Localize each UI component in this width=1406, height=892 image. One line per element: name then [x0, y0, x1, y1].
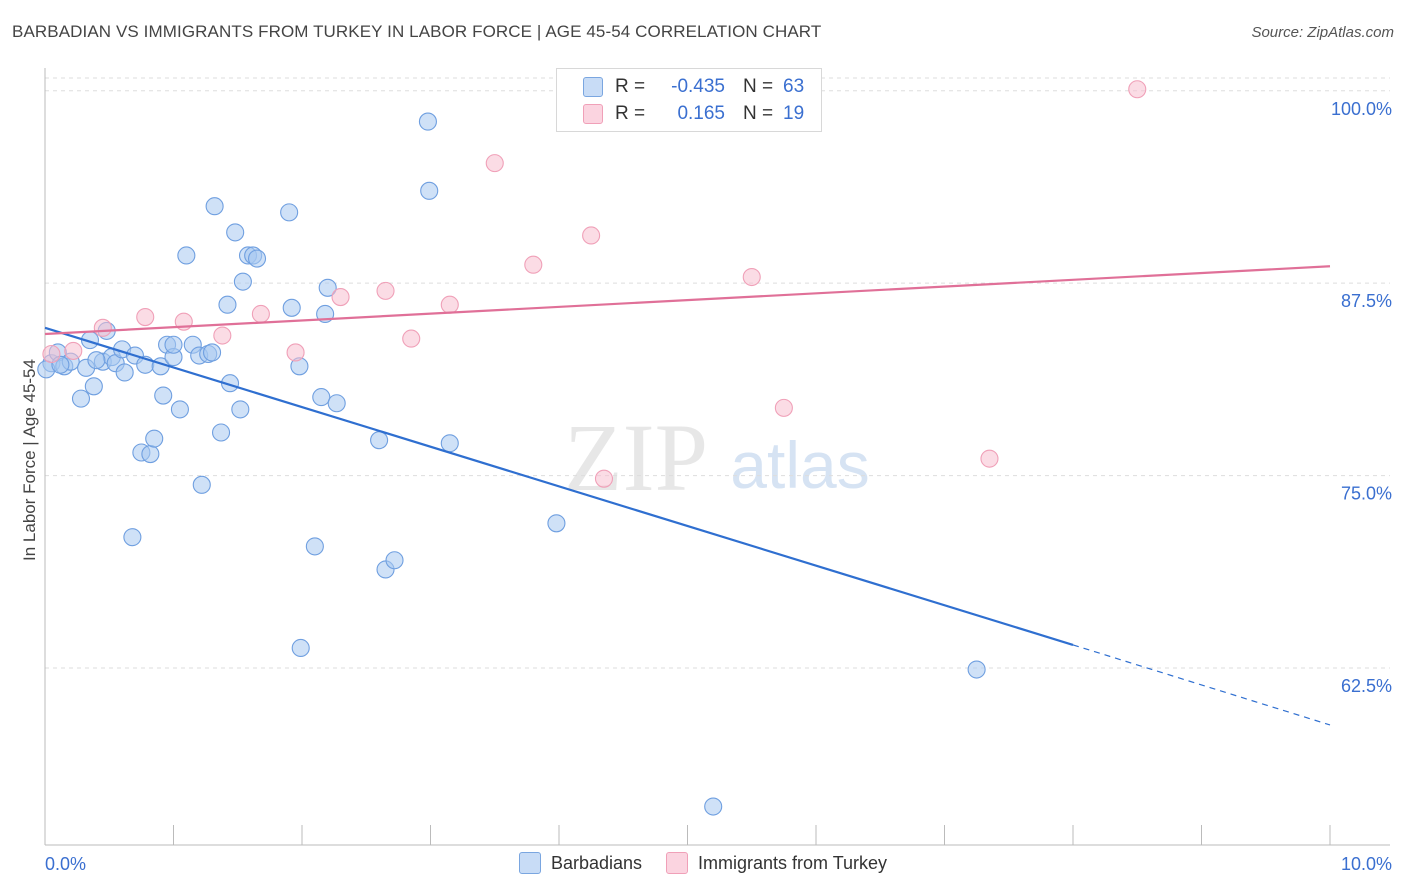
- legend-item-turkey: Immigrants from Turkey: [666, 852, 887, 874]
- legend-row-turkey: R = 0.165 N = 19: [583, 102, 804, 126]
- data-point-barbadians: [280, 203, 299, 222]
- y-tick-label: 75.0%: [1341, 484, 1392, 504]
- data-point-turkey: [251, 304, 270, 324]
- data-point-barbadians: [226, 223, 245, 242]
- n-label: N =: [743, 76, 774, 97]
- legend-label: Immigrants from Turkey: [698, 852, 888, 873]
- data-point-barbadians: [170, 400, 189, 419]
- data-point-barbadians: [145, 429, 164, 448]
- data-point-turkey: [582, 226, 601, 245]
- data-point-barbadians: [305, 537, 324, 556]
- data-point-turkey: [594, 469, 614, 488]
- source-label: Source: ZipAtlas.com: [1251, 24, 1394, 41]
- r-value: 0.165: [677, 103, 725, 124]
- data-point-turkey: [524, 255, 543, 274]
- data-point-turkey: [440, 295, 459, 314]
- watermark-zip: ZIP: [564, 404, 708, 511]
- data-point-barbadians: [205, 197, 224, 216]
- legend-label: Barbadians: [550, 852, 643, 873]
- data-point-barbadians: [233, 272, 252, 291]
- data-point-barbadians: [115, 363, 134, 382]
- watermark-atlas: atlas: [730, 428, 869, 502]
- legend-swatch-blue: [583, 77, 603, 97]
- data-point-turkey: [402, 329, 421, 348]
- data-point-barbadians: [164, 335, 183, 354]
- trend-line-extension: [1072, 644, 1331, 726]
- y-tick-label: 100.0%: [1331, 99, 1392, 119]
- data-point-barbadians: [247, 249, 267, 268]
- y-tick-label: 87.5%: [1341, 291, 1392, 311]
- data-point-barbadians: [71, 389, 91, 408]
- r-label: R =: [615, 103, 646, 124]
- data-point-barbadians: [291, 638, 310, 658]
- data-point-turkey: [331, 287, 350, 307]
- x-tick-label: 0.0%: [45, 854, 86, 874]
- data-point-turkey: [1128, 80, 1147, 99]
- data-point-turkey: [286, 343, 305, 362]
- data-point-turkey: [774, 398, 793, 417]
- r-label: R =: [615, 76, 646, 97]
- data-point-barbadians: [418, 112, 437, 131]
- data-point-turkey: [42, 344, 61, 364]
- data-point-barbadians: [84, 377, 103, 396]
- data-point-turkey: [742, 267, 761, 287]
- data-point-barbadians: [177, 246, 196, 265]
- data-point-turkey: [136, 307, 155, 327]
- data-point-turkey: [213, 326, 232, 345]
- legend-item-barbadians: Barbadians: [518, 852, 643, 874]
- data-point-barbadians: [231, 400, 250, 419]
- n-label: N =: [743, 103, 774, 124]
- data-point-turkey: [64, 341, 83, 360]
- data-point-barbadians: [203, 343, 222, 362]
- data-point-turkey: [485, 154, 504, 173]
- data-point-barbadians: [370, 431, 389, 450]
- y-tick-label: 62.5%: [1341, 676, 1392, 696]
- n-value: 19: [783, 103, 805, 124]
- legend-swatch-pink: [583, 104, 603, 124]
- data-point-barbadians: [967, 660, 986, 679]
- trend-line-barbadians: [44, 326, 1074, 646]
- data-point-barbadians: [218, 295, 237, 314]
- legend-row-barbadians: R = -0.435 N = 63: [583, 75, 804, 99]
- correlation-legend: R = -0.435 N = 63 R = 0.165 N = 19: [556, 68, 822, 132]
- n-value: 63: [783, 76, 805, 97]
- data-point-barbadians: [547, 514, 566, 533]
- data-point-barbadians: [318, 278, 337, 297]
- data-point-barbadians: [87, 351, 106, 370]
- data-point-barbadians: [440, 434, 459, 453]
- data-point-barbadians: [327, 394, 346, 413]
- data-point-turkey: [376, 281, 395, 300]
- data-point-turkey: [980, 449, 999, 468]
- y-axis-label: In Labor Force | Age 45-54: [20, 359, 39, 561]
- x-tick-label: 10.0%: [1341, 854, 1392, 874]
- chart-title: BARBADIAN VS IMMIGRANTS FROM TURKEY IN L…: [12, 22, 822, 41]
- data-point-barbadians: [420, 181, 439, 200]
- data-point-barbadians: [123, 528, 142, 547]
- data-point-barbadians: [385, 551, 404, 570]
- data-point-barbadians: [141, 444, 160, 464]
- data-point-barbadians: [312, 388, 331, 407]
- data-point-barbadians: [192, 475, 211, 494]
- series-legend: Barbadians Immigrants from Turkey: [0, 852, 1406, 874]
- data-point-turkey: [93, 318, 112, 337]
- legend-swatch-blue: [518, 852, 541, 874]
- trend-line-turkey: [44, 265, 1331, 336]
- data-point-barbadians: [154, 386, 173, 405]
- data-point-barbadians: [704, 797, 723, 816]
- data-point-barbadians: [211, 423, 231, 442]
- data-point-barbadians: [282, 298, 301, 317]
- r-value: -0.435: [671, 76, 725, 97]
- legend-swatch-pink: [666, 852, 689, 874]
